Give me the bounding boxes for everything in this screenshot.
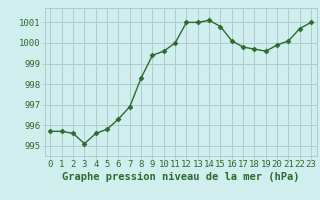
X-axis label: Graphe pression niveau de la mer (hPa): Graphe pression niveau de la mer (hPa) xyxy=(62,172,300,182)
